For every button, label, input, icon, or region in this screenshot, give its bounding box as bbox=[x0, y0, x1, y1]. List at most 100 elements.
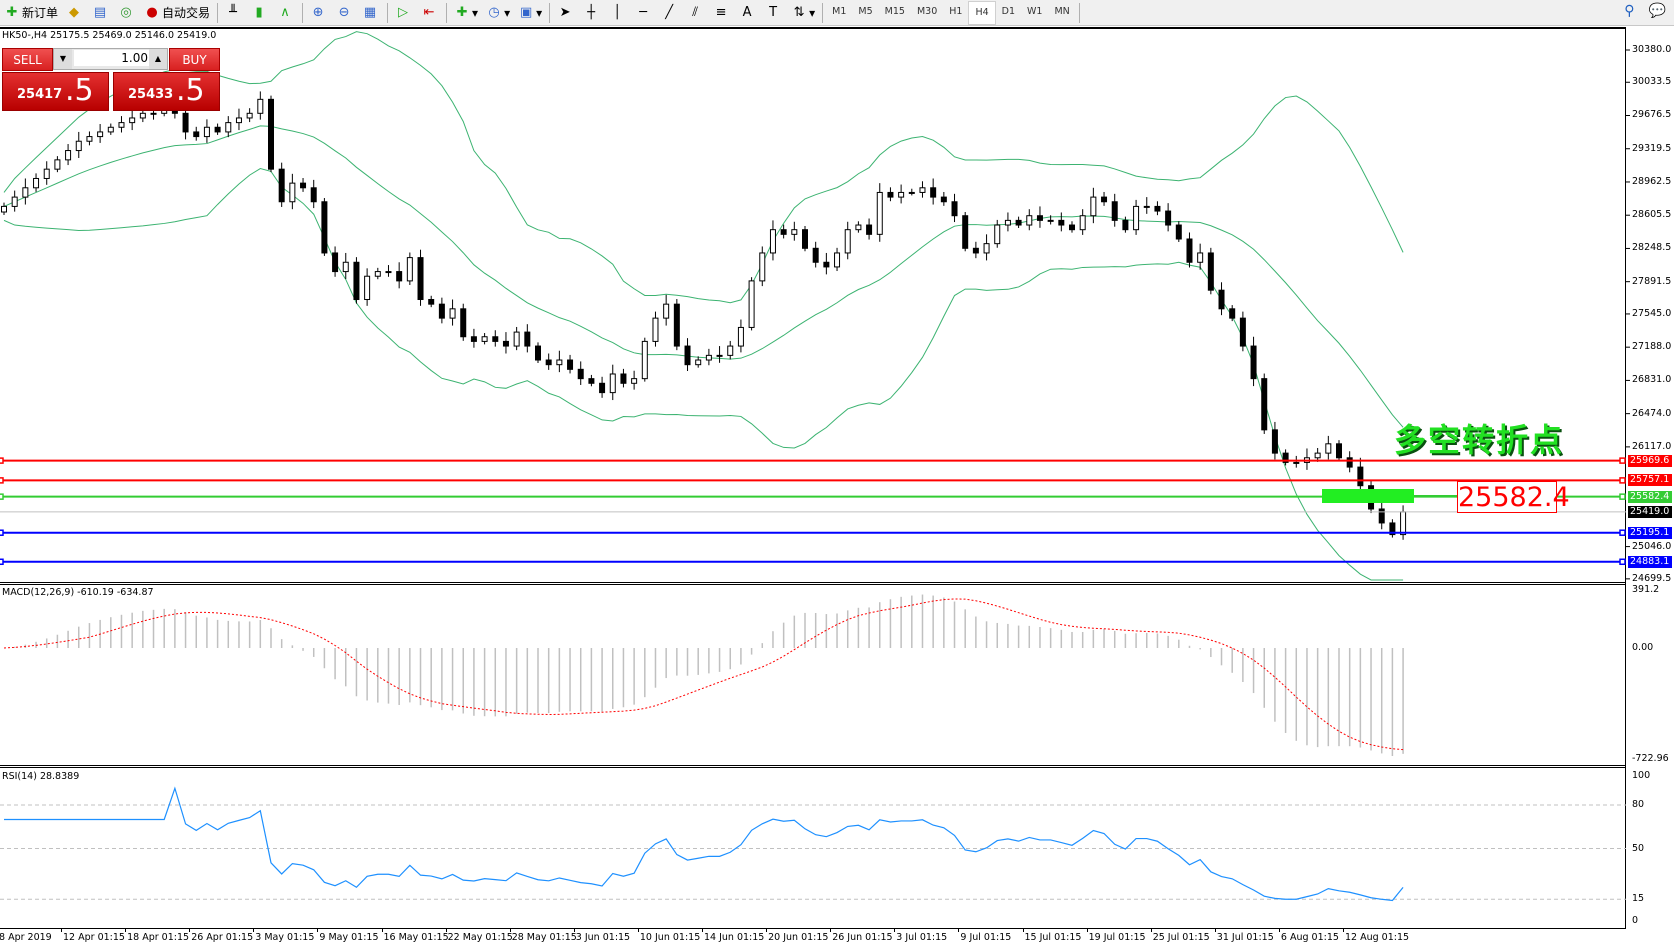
periods-button[interactable]: ◷ ▾ bbox=[482, 2, 514, 24]
bull-candle bbox=[225, 122, 232, 133]
buy-price-box[interactable]: 25433 .5 bbox=[113, 72, 220, 111]
timeframe-h4[interactable]: H4 bbox=[968, 0, 996, 25]
timeframe-m30[interactable]: M30 bbox=[916, 5, 938, 17]
vertical-line-button[interactable]: │ bbox=[605, 2, 631, 24]
date-axis-label: 3 Jun 01:15 bbox=[575, 932, 631, 943]
bear-candle bbox=[1058, 219, 1065, 226]
timeframe-h1[interactable]: H1 bbox=[949, 5, 963, 17]
auto-trading-button[interactable]: ● 自动交易 bbox=[140, 2, 214, 24]
text-icon: A bbox=[742, 4, 752, 20]
bull-candle bbox=[449, 308, 456, 319]
date-axis-tick bbox=[189, 928, 191, 932]
crosshair-button[interactable]: ┼ bbox=[579, 2, 605, 24]
text-label-button[interactable]: T bbox=[761, 2, 787, 24]
buy-button[interactable]: BUY bbox=[169, 48, 220, 71]
bar-chart-button[interactable]: ╨ bbox=[221, 2, 247, 24]
zoom-out-button[interactable]: ⊖ bbox=[332, 2, 358, 24]
sell-button[interactable]: SELL bbox=[2, 48, 53, 71]
fibonacci-button[interactable]: ≡ bbox=[709, 2, 735, 24]
bull-candle bbox=[374, 271, 381, 277]
trendline-button[interactable]: ╱ bbox=[657, 2, 683, 24]
arrows-button[interactable]: ⇅ ▾ bbox=[787, 2, 819, 24]
candle-chart-button[interactable]: ▮ bbox=[247, 2, 273, 24]
date-axis-label: 3 May 01:15 bbox=[255, 932, 315, 943]
date-axis-tick bbox=[125, 928, 127, 932]
level-handle bbox=[1619, 477, 1626, 484]
bear-candle bbox=[1175, 224, 1182, 240]
sell-price-box[interactable]: 25417 .5 bbox=[2, 72, 109, 111]
bull-candle bbox=[876, 191, 883, 235]
price-axis-label: 29676.5 bbox=[1632, 109, 1672, 121]
date-axis-tick bbox=[1214, 928, 1216, 932]
bear-candle bbox=[1346, 457, 1353, 468]
date-axis-label: 14 Jun 01:15 bbox=[704, 932, 765, 943]
lot-increase-button[interactable]: ▲ bbox=[149, 49, 167, 69]
timeframe-m15[interactable]: M15 bbox=[884, 5, 905, 17]
navigator-button[interactable]: ◆ bbox=[62, 2, 88, 24]
date-axis-label: 18 Apr 01:15 bbox=[127, 932, 190, 943]
date-axis-tick bbox=[509, 928, 511, 932]
price-axis-label: 27545.0 bbox=[1632, 307, 1672, 319]
level-handle bbox=[1619, 558, 1626, 566]
lot-input[interactable] bbox=[74, 50, 150, 66]
zoom-in-button[interactable]: ⊕ bbox=[306, 2, 332, 24]
new-order-button[interactable]: ✚ 新订单 bbox=[0, 2, 62, 24]
bear-candle bbox=[1271, 429, 1278, 454]
clock-icon: ◷ bbox=[488, 4, 500, 20]
timeframe-mn[interactable]: MN bbox=[1054, 5, 1070, 17]
buy-price-main: 25433 bbox=[128, 87, 174, 102]
text-button[interactable]: A bbox=[735, 2, 761, 24]
lot-decrease-button[interactable]: ▼ bbox=[54, 49, 72, 69]
horizontal-line-button[interactable]: ─ bbox=[631, 2, 657, 24]
timeframe-m1[interactable]: M1 bbox=[832, 5, 847, 17]
level-handle bbox=[1619, 457, 1626, 464]
bull-candle bbox=[641, 340, 648, 380]
tile-windows-button[interactable]: ▦ bbox=[358, 2, 384, 24]
line-chart-button[interactable]: ∧ bbox=[273, 2, 299, 24]
level-handle bbox=[0, 558, 4, 566]
timeframe-d1[interactable]: D1 bbox=[1001, 5, 1016, 17]
bear-candle bbox=[1165, 210, 1172, 226]
new-order-icon: ✚ bbox=[6, 4, 18, 20]
bear-candle bbox=[396, 271, 403, 282]
terminal-button[interactable]: ▤ bbox=[88, 2, 114, 24]
one-click-trading-panel: SELL ▼ ▲ BUY 25417 .5 25433 .5 bbox=[2, 48, 220, 111]
rsi-line bbox=[4, 786, 1404, 902]
bear-candle bbox=[492, 336, 499, 342]
panel-divider[interactable] bbox=[0, 582, 1626, 585]
bull-candle bbox=[919, 187, 926, 193]
bear-candle bbox=[1357, 466, 1364, 487]
annotation-level-label[interactable]: 25582.4 bbox=[1457, 481, 1570, 513]
timeframe-w1[interactable]: W1 bbox=[1027, 5, 1043, 17]
cursor-button[interactable]: ➤ bbox=[553, 2, 579, 24]
bull-candle bbox=[150, 112, 157, 115]
chart-shift-button[interactable]: ⇤ bbox=[417, 2, 443, 24]
rsi-axis-label: 50 bbox=[1632, 842, 1645, 854]
bear-candle bbox=[332, 252, 339, 273]
templates-button[interactable]: ▣ ▾ bbox=[519, 4, 543, 20]
indicators-button[interactable]: ✚ ▾ bbox=[450, 2, 482, 24]
bear-candle bbox=[545, 359, 552, 366]
bear-candle bbox=[1186, 238, 1193, 263]
channel-button[interactable]: ⫽ bbox=[683, 2, 709, 24]
price-axis-label: 26831.0 bbox=[1632, 374, 1672, 386]
separator bbox=[387, 2, 389, 23]
folder-icon: ◆ bbox=[69, 4, 80, 20]
annotation-title[interactable]: 多空转折点 bbox=[1394, 421, 1565, 459]
date-axis-label: 20 Jun 01:15 bbox=[768, 932, 829, 943]
price-axis-label: 30033.5 bbox=[1632, 76, 1672, 88]
bull-candle bbox=[855, 224, 862, 231]
bear-candle bbox=[1036, 215, 1043, 221]
bear-candle bbox=[428, 299, 435, 305]
chat-icon[interactable]: 💬 bbox=[1648, 3, 1666, 19]
timeframe-m5[interactable]: M5 bbox=[858, 5, 873, 17]
signals-button[interactable]: ◎ bbox=[114, 2, 140, 24]
bull-candle bbox=[759, 252, 766, 282]
bull-candle bbox=[737, 326, 744, 347]
level-price-label: 25195.1 bbox=[1628, 526, 1672, 539]
panel-divider[interactable] bbox=[0, 765, 1626, 768]
autoscroll-button[interactable]: ▷ bbox=[391, 2, 417, 24]
search-icon[interactable]: ⚲ bbox=[1624, 3, 1635, 19]
text-label-icon: T bbox=[769, 4, 778, 20]
